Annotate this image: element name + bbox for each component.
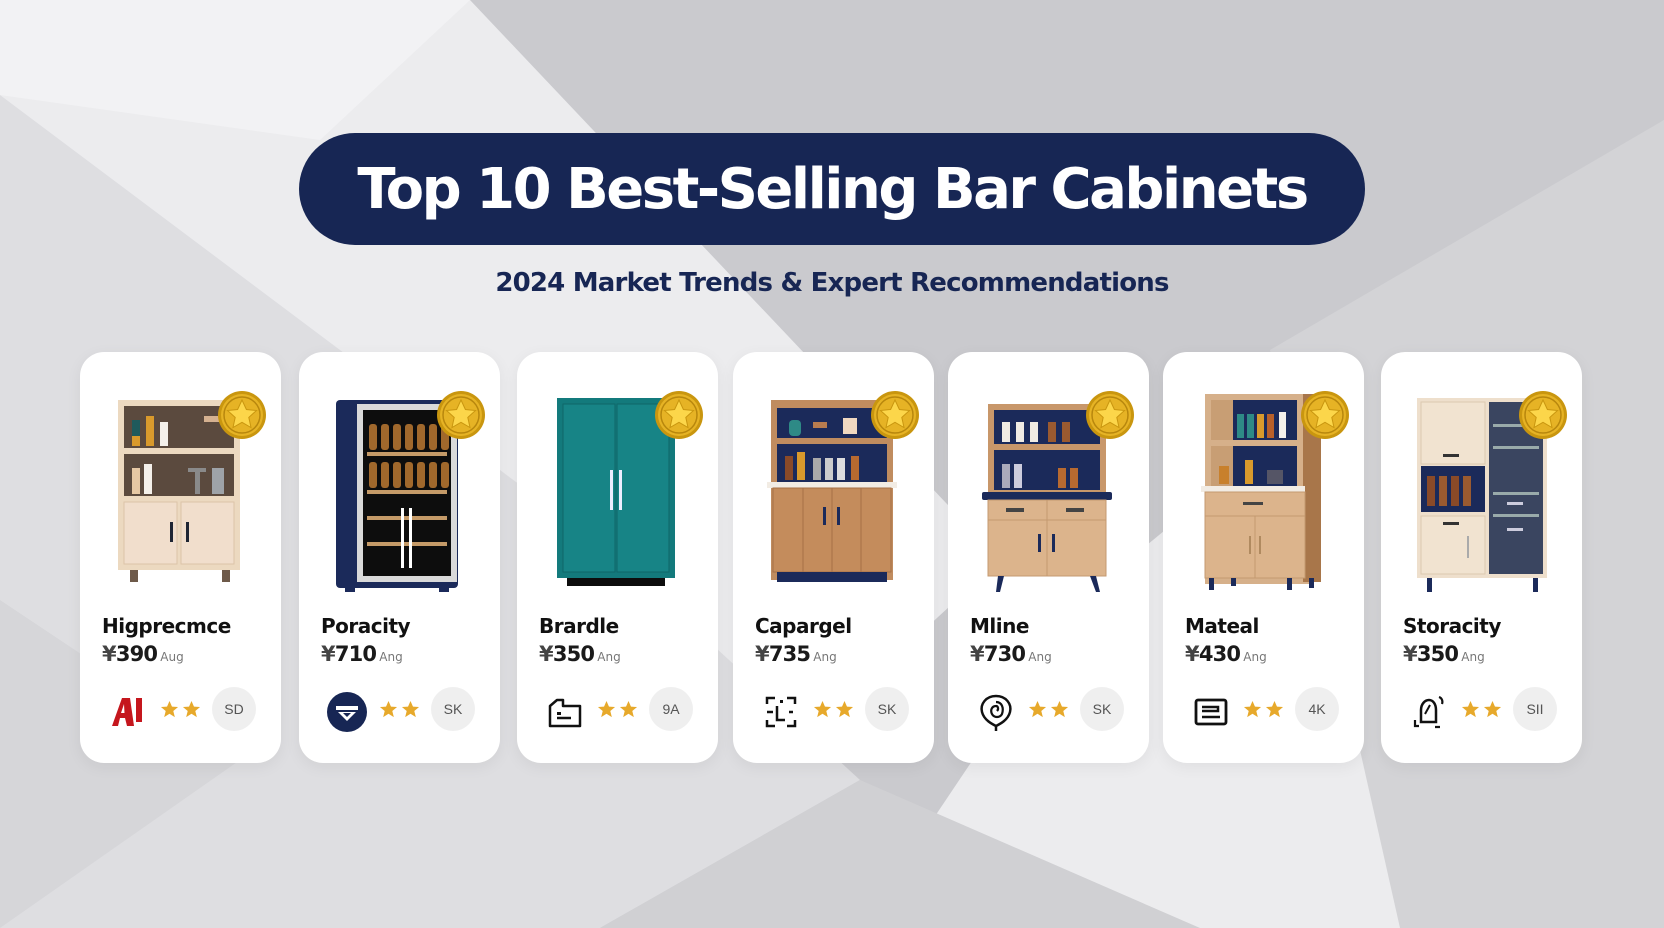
monitor-box-icon — [1194, 698, 1228, 726]
gold-star-badge-icon — [655, 391, 703, 439]
rating-stars — [160, 700, 201, 719]
price-unit: Ang — [1028, 650, 1052, 664]
product-price: ¥350 Ang — [539, 642, 621, 666]
star-icon — [379, 700, 398, 718]
product-name: Brardle — [539, 614, 619, 638]
price-unit: Aug — [160, 650, 184, 664]
product-price: ¥710 Ang — [321, 642, 403, 666]
page-title: Top 10 Best-Selling Bar Cabinets — [357, 156, 1309, 222]
cabinet-illustration — [118, 400, 240, 582]
star-icon — [160, 700, 179, 718]
price-amount: 735 — [768, 642, 811, 666]
scan-frame-icon — [765, 696, 797, 728]
gold-star-badge-icon — [871, 391, 919, 439]
star-icon — [597, 700, 616, 718]
currency-symbol: ¥ — [1403, 642, 1418, 666]
product-name: Higprecmce — [102, 614, 231, 638]
cabinet-illustration — [336, 400, 458, 592]
currency-symbol: ¥ — [321, 642, 336, 666]
price-amount: 390 — [115, 642, 158, 666]
product-card-3[interactable]: Brardle ¥350 Ang 9A — [517, 352, 718, 763]
cabinet-illustration — [1201, 394, 1321, 590]
star-icon — [401, 700, 420, 718]
product-card-4[interactable]: Capargel ¥735 Ang SK — [733, 352, 934, 763]
rating-chip[interactable]: SK — [431, 687, 475, 731]
spiral-pin-icon — [980, 694, 1012, 731]
rating-stars — [379, 700, 420, 719]
cabinet-illustration — [982, 404, 1112, 592]
price-amount: 730 — [983, 642, 1026, 666]
rating-chip[interactable]: 9A — [649, 687, 693, 731]
currency-symbol: ¥ — [539, 642, 554, 666]
rating-chip[interactable]: SD — [212, 687, 256, 731]
product-price: ¥730 Ang — [970, 642, 1052, 666]
star-icon — [1461, 700, 1480, 718]
folder-card-icon — [548, 698, 582, 728]
star-icon — [1050, 700, 1069, 718]
product-card-7[interactable]: Storacity ¥350 Ang SII — [1381, 352, 1582, 763]
rating-chip[interactable]: 4K — [1295, 687, 1339, 731]
cabinet-illustration — [557, 398, 675, 586]
product-price: ¥350 Ang — [1403, 642, 1485, 666]
gold-star-badge-icon — [218, 391, 266, 439]
rating-stars — [1028, 700, 1069, 719]
gold-star-badge-icon — [1301, 391, 1349, 439]
price-unit: Ang — [1461, 650, 1485, 664]
star-icon — [1265, 700, 1284, 718]
star-icon — [619, 700, 638, 718]
currency-symbol: ¥ — [970, 642, 985, 666]
star-icon — [1483, 700, 1502, 718]
rating-stars — [1461, 700, 1502, 719]
price-unit: Ang — [379, 650, 403, 664]
price-unit: Ang — [1243, 650, 1267, 664]
product-name: Mateal — [1185, 614, 1259, 638]
star-icon — [1028, 700, 1047, 718]
product-card-1[interactable]: Higprecmce ¥390 Aug SD — [80, 352, 281, 763]
price-amount: 430 — [1198, 642, 1241, 666]
rating-stars — [597, 700, 638, 719]
product-name: Storacity — [1403, 614, 1501, 638]
price-unit: Ang — [597, 650, 621, 664]
cabinet-illustration — [767, 400, 897, 582]
gold-star-badge-icon — [437, 391, 485, 439]
product-card-6[interactable]: Mateal ¥430 Ang 4K — [1163, 352, 1364, 763]
navy-circle-chevron-logo-icon — [327, 692, 367, 732]
star-icon — [835, 700, 854, 718]
product-card-5[interactable]: Mline ¥730 Ang SK — [948, 352, 1149, 763]
product-price: ¥390 Aug — [102, 642, 184, 666]
product-name: Mline — [970, 614, 1029, 638]
star-icon — [182, 700, 201, 718]
product-name: Poracity — [321, 614, 411, 638]
price-amount: 350 — [552, 642, 595, 666]
price-amount: 710 — [334, 642, 377, 666]
rating-stars — [1243, 700, 1284, 719]
title-banner: Top 10 Best-Selling Bar Cabinets — [299, 133, 1365, 245]
product-card-2[interactable]: Poracity ¥710 Ang SK — [299, 352, 500, 763]
product-name: Capargel — [755, 614, 852, 638]
mouse-scan-icon — [1413, 695, 1444, 729]
gold-star-badge-icon — [1519, 391, 1567, 439]
currency-symbol: ¥ — [1185, 642, 1200, 666]
rating-chip[interactable]: SK — [1080, 687, 1124, 731]
rating-stars — [813, 700, 854, 719]
star-icon — [1243, 700, 1262, 718]
rating-chip[interactable]: SII — [1513, 687, 1557, 731]
product-price: ¥430 Ang — [1185, 642, 1267, 666]
star-icon — [813, 700, 832, 718]
page-subtitle: 2024 Market Trends & Expert Recommendati… — [495, 268, 1169, 298]
red-a-logo-icon — [112, 698, 142, 726]
price-unit: Ang — [813, 650, 837, 664]
currency-symbol: ¥ — [102, 642, 117, 666]
product-price: ¥735 Ang — [755, 642, 837, 666]
rating-chip[interactable]: SK — [865, 687, 909, 731]
price-amount: 350 — [1416, 642, 1459, 666]
gold-star-badge-icon — [1086, 391, 1134, 439]
currency-symbol: ¥ — [755, 642, 770, 666]
